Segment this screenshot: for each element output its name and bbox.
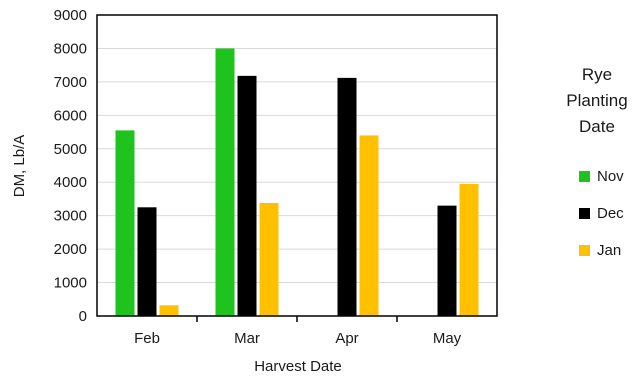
- x-tick-label: Feb: [134, 330, 160, 347]
- y-axis-ticks: 0 1000 2000 3000 4000 5000 6000 7000 8000 9000: [54, 7, 87, 325]
- bar-jan-feb: [159, 305, 179, 316]
- x-axis-title: Harvest Date: [254, 358, 342, 375]
- legend: Rye Planting Date Nov Dec Jan: [566, 65, 627, 259]
- bar-dec-may: [437, 205, 457, 316]
- bar-dec-mar: [237, 75, 257, 316]
- legend-label-jan: Jan: [597, 242, 621, 259]
- x-tick-label: Apr: [335, 330, 358, 347]
- legend-title-line: Rye: [582, 65, 612, 84]
- bar-nov-feb: [115, 130, 135, 316]
- legend-title-line: Planting: [566, 91, 627, 110]
- y-tick-label: 7000: [54, 74, 87, 91]
- y-axis-title: DM, Lb/A: [11, 135, 28, 198]
- bar-dec-feb: [137, 207, 157, 316]
- legend-swatch-dec: [579, 208, 590, 219]
- y-tick-label: 6000: [54, 107, 87, 124]
- bar-jan-mar: [259, 202, 279, 316]
- gridlines: [97, 47, 497, 284]
- bar-dec-apr: [337, 77, 357, 317]
- x-axis-ticks: Feb Mar Apr May: [134, 330, 462, 347]
- y-tick-label: 0: [79, 308, 87, 325]
- legend-swatch-nov: [579, 171, 590, 182]
- bar-nov-mar: [215, 48, 235, 316]
- x-tick-label: May: [433, 330, 462, 347]
- legend-swatch-jan: [579, 245, 590, 256]
- bar-jan-may: [459, 183, 479, 316]
- y-tick-label: 8000: [54, 40, 87, 57]
- legend-label-dec: Dec: [597, 205, 624, 222]
- y-tick-label: 3000: [54, 208, 87, 225]
- bar-jan-apr: [359, 135, 379, 316]
- y-tick-label: 9000: [54, 7, 87, 24]
- y-tick-label: 2000: [54, 241, 87, 258]
- plot-border: [96, 14, 498, 317]
- x-tick-label: Mar: [234, 330, 260, 347]
- y-tick-label: 4000: [54, 174, 87, 191]
- legend-title-line: Date: [579, 117, 615, 136]
- bars: [115, 48, 479, 317]
- y-tick-label: 5000: [54, 141, 87, 158]
- legend-label-nov: Nov: [597, 168, 624, 185]
- plot-frame: [96, 14, 498, 322]
- y-tick-label: 1000: [54, 275, 87, 292]
